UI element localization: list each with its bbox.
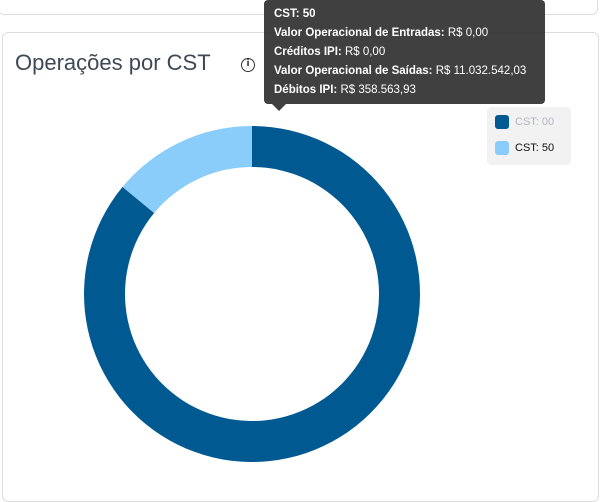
tooltip-arrow <box>272 104 286 111</box>
legend-swatch <box>495 141 509 155</box>
donut-slice-cst-50[interactable] <box>122 126 252 214</box>
legend-item-cst-00[interactable]: CST: 00 <box>495 115 554 129</box>
tooltip-row: Créditos IPI: R$ 0,00 <box>274 46 386 58</box>
legend-swatch <box>495 115 509 129</box>
legend-item-cst-50[interactable]: CST: 50 <box>495 141 554 155</box>
legend: CST: 00 CST: 50 <box>487 107 571 165</box>
tooltip-row: Valor Operacional de Saídas: R$ 11.032.5… <box>274 65 527 77</box>
info-icon[interactable]: i <box>241 58 255 72</box>
tooltip-title: CST: 50 <box>274 8 316 20</box>
chart-title: Operações por CST <box>15 50 211 75</box>
legend-label: CST: 00 <box>515 116 555 128</box>
legend-label: CST: 50 <box>515 142 555 154</box>
tooltip-row: Débitos IPI: R$ 358.563,93 <box>274 84 416 96</box>
chart-tooltip: CST: 50 Valor Operacional de Entradas: R… <box>264 0 545 104</box>
tooltip-row: Valor Operacional de Entradas: R$ 0,00 <box>274 27 489 39</box>
